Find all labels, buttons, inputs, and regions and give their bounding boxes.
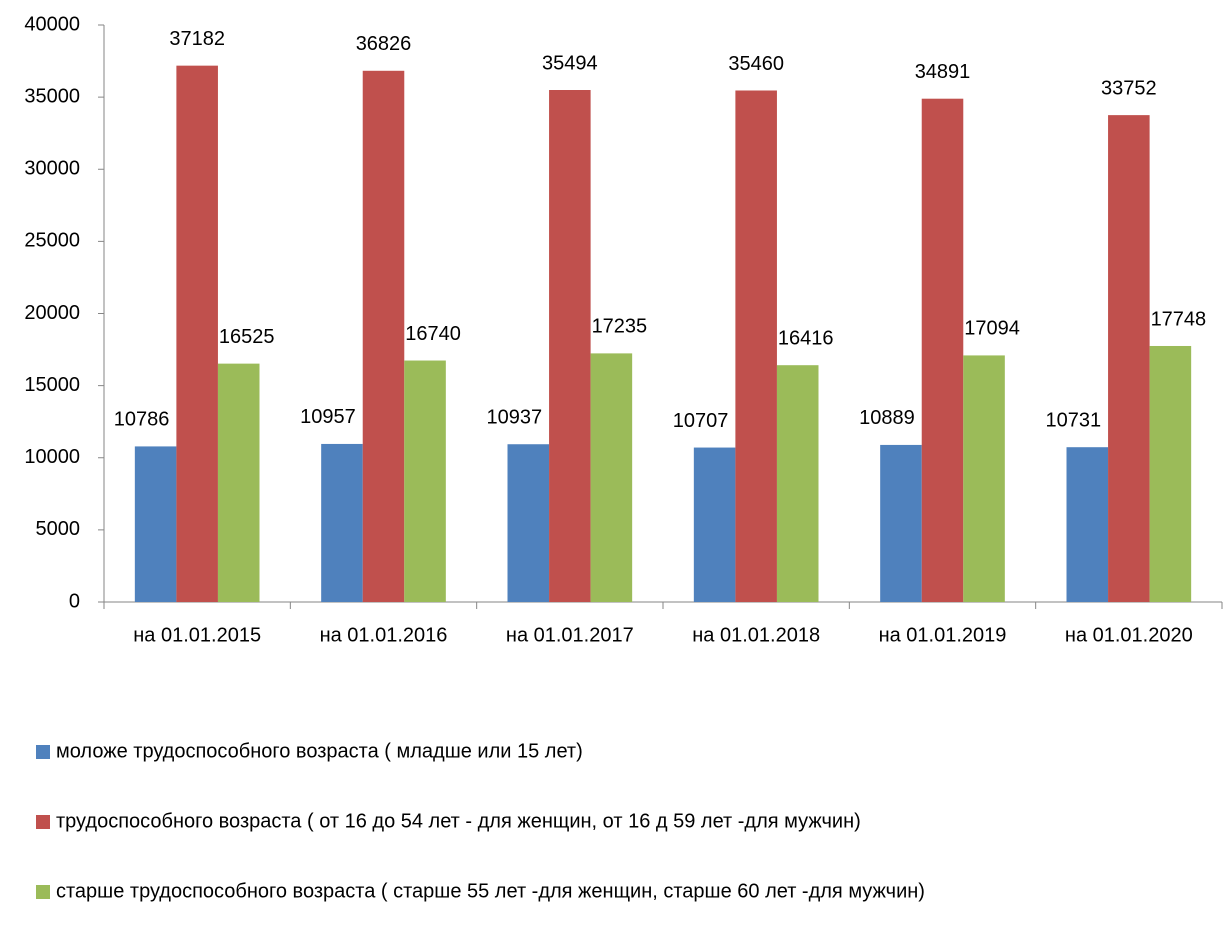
bar xyxy=(880,444,922,602)
y-tick-label: 40000 xyxy=(24,13,80,35)
legend-swatch xyxy=(36,745,50,759)
x-tick-label: на 01.01.2020 xyxy=(1065,624,1193,646)
value-label: 16416 xyxy=(778,327,834,349)
bar xyxy=(735,90,777,602)
legend-swatch xyxy=(36,885,50,899)
bar xyxy=(921,98,964,602)
bar xyxy=(693,447,736,602)
value-label: 10731 xyxy=(1045,409,1101,431)
x-tick-label: на 01.01.2019 xyxy=(879,624,1007,646)
bar xyxy=(776,365,819,602)
bar xyxy=(321,443,363,602)
y-tick-label: 15000 xyxy=(24,374,80,396)
value-label: 17094 xyxy=(964,318,1020,340)
x-tick-label: на 01.01.2018 xyxy=(692,624,820,646)
legend-label: трудоспособного возраста ( от 16 до 54 л… xyxy=(56,810,861,832)
bar xyxy=(176,65,218,602)
bar xyxy=(507,444,550,602)
y-tick-label: 0 xyxy=(69,590,80,612)
bar xyxy=(549,89,591,603)
value-label: 16525 xyxy=(219,326,275,348)
value-label: 34891 xyxy=(915,61,971,83)
value-label: 35494 xyxy=(542,52,598,74)
bar xyxy=(404,360,446,602)
value-label: 10889 xyxy=(859,407,915,429)
value-label: 35460 xyxy=(728,53,784,75)
y-tick-label: 25000 xyxy=(24,230,80,252)
bar xyxy=(963,355,1005,602)
value-label: 10786 xyxy=(114,409,170,431)
bar xyxy=(134,446,177,602)
value-label: 10957 xyxy=(300,406,356,428)
legend-label: моложе трудоспособного возраста ( младше… xyxy=(56,740,583,762)
bar xyxy=(590,353,633,602)
value-label: 17235 xyxy=(592,316,648,338)
bar xyxy=(1066,447,1109,602)
x-tick-label: на 01.01.2015 xyxy=(133,624,261,646)
y-tick-label: 30000 xyxy=(24,158,80,180)
bar xyxy=(1149,345,1192,602)
x-tick-label: на 01.01.2016 xyxy=(320,624,448,646)
legend-label: старше трудоспособного возраста ( старше… xyxy=(56,880,925,902)
value-label: 16740 xyxy=(405,323,461,345)
value-label: 37182 xyxy=(169,28,225,50)
y-tick-label: 35000 xyxy=(24,85,80,107)
bar xyxy=(217,363,260,602)
value-label: 10707 xyxy=(673,410,729,432)
value-label: 36826 xyxy=(356,33,412,55)
y-tick-label: 10000 xyxy=(24,446,80,468)
bar xyxy=(1108,115,1150,602)
x-tick-label: на 01.01.2017 xyxy=(506,624,634,646)
value-label: 33752 xyxy=(1101,77,1157,99)
value-label: 10937 xyxy=(486,407,542,429)
value-label: 17748 xyxy=(1151,308,1207,330)
y-tick-label: 20000 xyxy=(24,302,80,324)
bar xyxy=(362,70,405,602)
y-tick-label: 5000 xyxy=(36,518,81,540)
legend-swatch xyxy=(36,815,50,829)
